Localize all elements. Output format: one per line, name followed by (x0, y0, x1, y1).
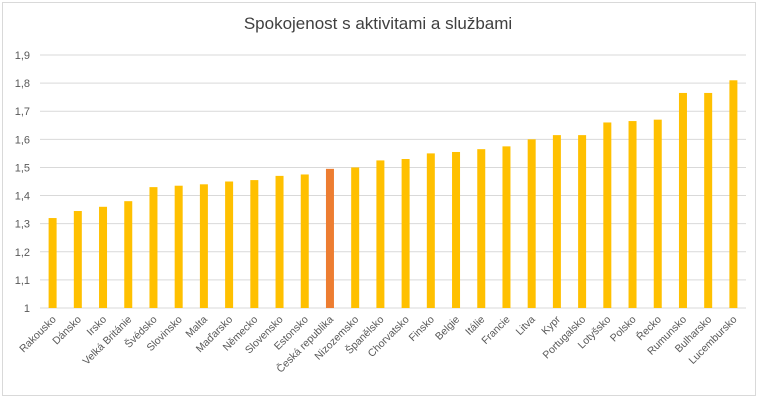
bar (174, 185, 183, 308)
bar (99, 206, 108, 308)
bar (678, 92, 687, 308)
y-tick-label: 1,1 (15, 275, 30, 287)
bar (628, 121, 637, 308)
x-category-label: Rakousko (17, 314, 59, 356)
bar (603, 122, 612, 308)
bar (552, 135, 561, 308)
y-tick-label: 1 (24, 303, 30, 315)
bar (149, 187, 158, 308)
bar (48, 218, 57, 308)
x-category-label: Francie (479, 314, 512, 347)
gridlines (40, 54, 746, 309)
bar (275, 175, 284, 308)
x-category-label: Polsko (608, 314, 639, 345)
bar (376, 160, 385, 308)
bar (300, 174, 309, 308)
y-tick-label: 1,6 (15, 134, 30, 146)
y-axis-tick-labels: 1 1,1 1,2 1,3 1,4 1,5 1,6 1,7 1,8 1,9 (15, 50, 30, 315)
y-tick-label: 1,2 (15, 247, 30, 259)
y-tick-label: 1,7 (15, 106, 30, 118)
bar (199, 184, 208, 308)
bars (48, 80, 738, 309)
bar (502, 146, 511, 308)
bar (351, 167, 360, 308)
chart-title: Spokojenost s aktivitami a službami (243, 14, 513, 33)
bar (653, 119, 662, 309)
y-tick-label: 1,5 (15, 162, 30, 174)
bar (225, 181, 234, 308)
x-category-label: Belgie (433, 314, 462, 343)
bar (250, 180, 259, 308)
bar (704, 92, 713, 308)
bar (477, 149, 486, 308)
x-category-label: Dánsko (50, 314, 84, 348)
bar (729, 80, 738, 308)
y-tick-label: 1,9 (15, 50, 30, 62)
bar (426, 153, 435, 308)
bar (452, 151, 461, 308)
x-category-label: Litva (514, 314, 538, 338)
y-tick-label: 1,8 (15, 78, 30, 90)
bar (325, 168, 334, 308)
y-tick-label: 1,4 (15, 191, 30, 203)
bar (401, 159, 410, 308)
bar (578, 135, 587, 308)
bar (73, 211, 82, 308)
bar (527, 139, 536, 308)
y-tick-label: 1,3 (15, 219, 30, 231)
x-category-label: Finsko (407, 314, 437, 344)
bar (124, 201, 133, 308)
